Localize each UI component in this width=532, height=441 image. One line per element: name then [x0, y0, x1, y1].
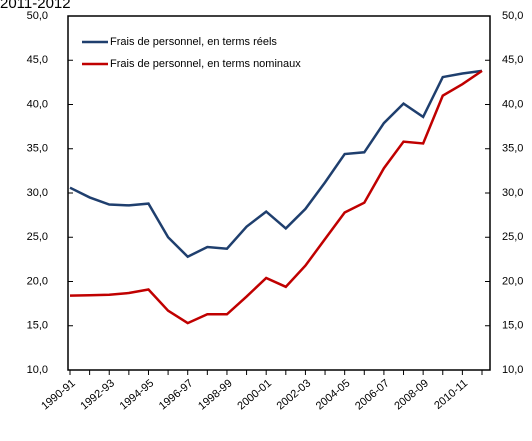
y-tick-label: 10,0 — [27, 364, 48, 376]
y-tick-label: 20,0 — [27, 275, 48, 287]
x-tick-label: 2004-05 — [314, 377, 353, 412]
x-tick-label: 1996-97 — [157, 377, 196, 412]
y2-tick-label: 50,0 — [502, 10, 523, 22]
y2-tick-label: 40,0 — [502, 98, 523, 110]
y-tick-label: 25,0 — [27, 231, 48, 243]
x-tick-label: 2010-11 — [432, 377, 470, 412]
legend-label: Frais de personnel, en terms nominaux — [110, 58, 301, 70]
x-tick-label: 2000-01 — [235, 377, 274, 412]
legend-label: Frais de personnel, en terms réels — [110, 36, 277, 48]
y-tick-label: 15,0 — [27, 320, 48, 332]
x-tick-label: 2002-03 — [275, 377, 314, 412]
series-line — [69, 69, 483, 325]
y2-tick-label: 35,0 — [502, 143, 523, 155]
y-tick-label: 30,0 — [27, 187, 48, 199]
x-tick-label: 2006-07 — [353, 377, 392, 412]
chart-title: 2011-2012 — [0, 0, 71, 12]
x-tick-label: 1998-99 — [196, 377, 235, 412]
y2-tick-label: 10,0 — [502, 364, 523, 376]
x-tick-label: 2008-09 — [392, 377, 431, 412]
y2-tick-label: 20,0 — [502, 275, 523, 287]
x-tick-label: 1994-95 — [118, 377, 157, 412]
y-tick-label: 45,0 — [27, 54, 48, 66]
y-tick-label: 40,0 — [27, 98, 48, 110]
y-tick-label: 50,0 — [27, 10, 48, 22]
y2-tick-label: 15,0 — [502, 320, 523, 332]
x-tick-label: 1990-91 — [39, 377, 78, 412]
y2-tick-label: 45,0 — [502, 54, 523, 66]
y-tick-label: 35,0 — [27, 143, 48, 155]
y2-tick-label: 30,0 — [502, 187, 523, 199]
y2-tick-label: 25,0 — [502, 231, 523, 243]
x-tick-label: 1992-93 — [78, 377, 117, 412]
series-line — [69, 69, 483, 259]
